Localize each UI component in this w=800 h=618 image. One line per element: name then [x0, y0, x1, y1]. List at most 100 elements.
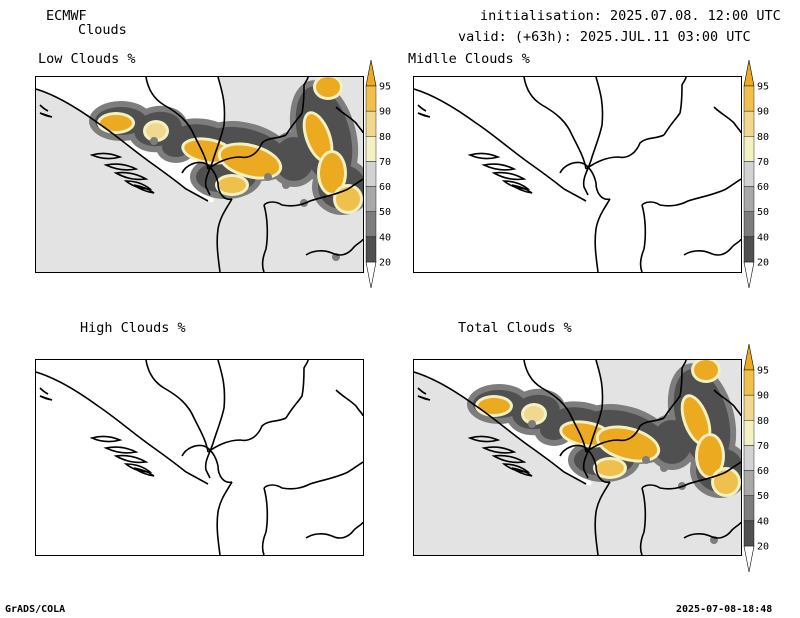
- colorbar-bottom-tip: [365, 261, 377, 289]
- cloud-area-dense-cover: [478, 398, 510, 414]
- land-area: [414, 77, 741, 272]
- colorbar-segment: [743, 495, 755, 522]
- map-middle: [414, 77, 741, 272]
- map-low: [36, 77, 363, 272]
- footer-right: 2025-07-08-18:48: [676, 604, 773, 615]
- colorbar-segment: [365, 161, 377, 187]
- colorbar-low-svg: 95 90 80 70 60 50 40 20: [365, 59, 391, 289]
- colorbar-bottom-tip: [743, 545, 755, 573]
- colorbar-segment: [743, 136, 755, 162]
- island-outline: [123, 180, 153, 190]
- cloud-area-dense-cover: [218, 177, 246, 193]
- colorbar-segment: [743, 470, 755, 496]
- colorbar-segment: [365, 110, 377, 137]
- island-outline: [467, 152, 501, 160]
- cloud-area-dense-cover: [336, 187, 360, 211]
- country-border: [285, 360, 309, 419]
- cloud-speck: [264, 173, 272, 181]
- country-border: [639, 487, 647, 555]
- cloud-area-dense-cover: [694, 360, 718, 380]
- colorbar-segment: [743, 211, 755, 238]
- cloud-speck: [150, 137, 158, 145]
- colorbar-tick-label: 80: [379, 132, 391, 143]
- map-panel-total: [413, 359, 742, 556]
- cloud-speck: [660, 464, 668, 472]
- valid-time-label: valid: (+63h): 2025.JUL.11 03:00 UTC: [458, 29, 751, 45]
- country-border: [145, 77, 209, 170]
- cloud-area-dense-cover: [596, 460, 624, 476]
- island-outline: [481, 446, 517, 454]
- island-outline: [417, 112, 431, 118]
- coastline: [204, 360, 226, 479]
- coastline: [414, 88, 587, 202]
- colorbar-tick-label: 95: [757, 82, 769, 93]
- colorbar-segment: [365, 136, 377, 162]
- colorbar-tick-label: 40: [757, 516, 769, 527]
- model-label: ECMWF: [46, 8, 87, 24]
- island-outline: [491, 454, 527, 464]
- colorbar-middle: 95 90 80 70 60 50 40 20: [742, 58, 782, 290]
- map-panel-low: [35, 76, 364, 273]
- country-border: [641, 178, 741, 207]
- colorbar-segment: [743, 186, 755, 212]
- country-border: [683, 238, 741, 256]
- colorbar-tick-label: 40: [379, 232, 391, 243]
- colorbar-tick-label: 90: [757, 107, 769, 118]
- island-outline: [39, 104, 49, 112]
- colorbar-segment: [743, 85, 755, 112]
- colorbar-tick-label: 95: [757, 366, 769, 377]
- country-border: [683, 521, 741, 539]
- cloud-area-dense-cover: [316, 77, 340, 97]
- island-outline: [491, 171, 527, 181]
- colorbar-tick-label: 20: [379, 258, 391, 269]
- country-border: [641, 461, 741, 490]
- island-outline: [417, 387, 427, 395]
- country-border: [263, 461, 363, 490]
- country-border: [305, 238, 363, 256]
- colorbar-segment: [743, 394, 755, 421]
- country-border: [181, 161, 233, 201]
- colorbar-tick-label: 20: [757, 542, 769, 553]
- map-high: [36, 360, 363, 555]
- country-border: [639, 204, 647, 272]
- land-area: [36, 360, 363, 555]
- colorbar-middle-svg: 95 90 80 70 60 50 40 20: [743, 59, 769, 289]
- map-panel-high: [35, 359, 364, 556]
- cloud-speck: [282, 181, 290, 189]
- island-outline: [501, 463, 531, 473]
- cloud-area-dense-cover: [220, 145, 280, 177]
- country-border: [523, 360, 587, 453]
- colorbar-segment: [743, 110, 755, 137]
- colorbar-segment: [743, 236, 755, 263]
- colorbar-low: 95 90 80 70 60 50 40 20: [364, 58, 404, 290]
- colorbar-top-tip: [743, 343, 755, 371]
- colorbar-top-tip: [743, 59, 755, 87]
- colorbar-tick-label: 50: [757, 491, 769, 502]
- colorbar-segment: [743, 445, 755, 471]
- coastline: [582, 360, 604, 479]
- colorbar-tick-label: 70: [379, 157, 391, 168]
- initialisation-label: initialisation: 2025.07.08. 12:00 UTC: [480, 8, 781, 24]
- country-border: [713, 106, 741, 134]
- cloud-speck: [642, 456, 650, 464]
- island-outline: [123, 463, 153, 473]
- map-total: [414, 360, 741, 555]
- colorbar-tick-label: 80: [757, 132, 769, 143]
- colorbar-tick-label: 60: [757, 466, 769, 477]
- island-outline: [133, 184, 155, 194]
- colorbar-tick-label: 80: [757, 416, 769, 427]
- country-border: [181, 444, 233, 484]
- island-outline: [39, 112, 53, 118]
- country-border: [261, 487, 269, 555]
- country-border: [559, 161, 611, 201]
- colorbar-top-tip: [365, 59, 377, 87]
- country-border: [207, 417, 287, 453]
- island-outline: [511, 467, 533, 477]
- colorbar-tick-label: 20: [757, 258, 769, 269]
- cloud-area-dense-cover: [305, 114, 331, 160]
- island-outline: [89, 152, 123, 160]
- island-outline: [39, 395, 53, 401]
- country-border: [594, 198, 611, 272]
- country-border: [559, 444, 611, 484]
- product-label: Clouds: [78, 22, 127, 38]
